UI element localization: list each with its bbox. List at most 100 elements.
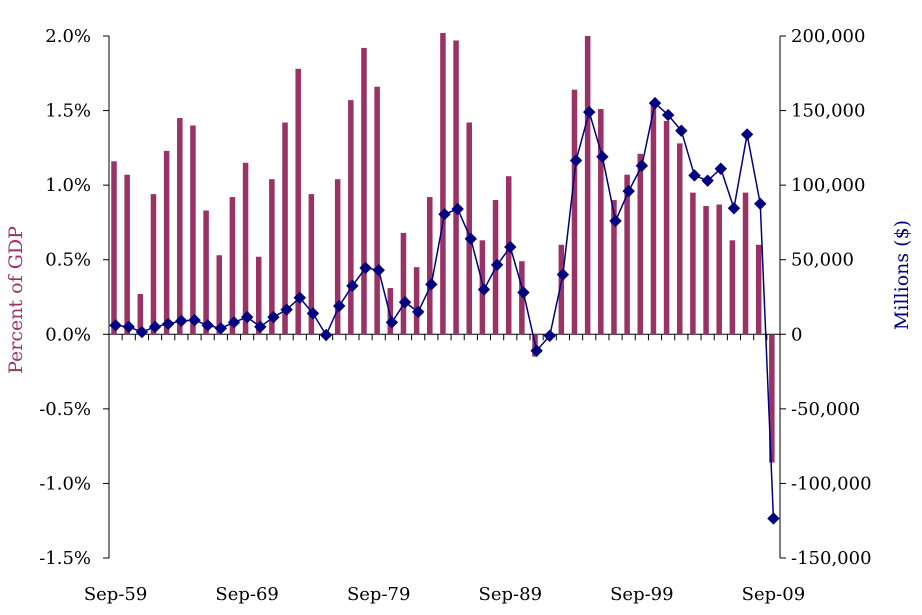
bar: [505, 176, 512, 335]
line-point: [280, 303, 293, 316]
line-point: [188, 313, 201, 327]
right-axis-title: Millions ($): [891, 220, 913, 330]
bar: [177, 118, 183, 335]
line-point: [661, 108, 675, 122]
bar: [598, 109, 604, 335]
bar: [348, 100, 354, 335]
line-point: [543, 329, 556, 342]
line-point: [346, 279, 359, 293]
line-point: [438, 208, 451, 221]
left-axis-tick-label: -1.0%: [39, 473, 91, 494]
bar: [716, 204, 722, 335]
bar: [637, 153, 644, 335]
line-point: [754, 197, 767, 210]
line-point: [675, 124, 688, 137]
line-point: [135, 325, 149, 339]
line-point: [333, 299, 346, 313]
bar: [427, 197, 433, 335]
right-axis-tick-label: 50,000: [791, 250, 854, 271]
right-axis-tick-label: 100,000: [791, 175, 865, 196]
line-point: [490, 258, 504, 272]
line-point: [227, 316, 241, 329]
bar: [624, 174, 630, 335]
line-point: [767, 512, 780, 525]
right-axis-tick-label: 0: [791, 324, 802, 345]
line-point: [569, 154, 583, 167]
labels-layer: -1.5% -1.0% -0.5% 0.0% 0.5% 1.0% 1.5% 2.0% -150,…: [39, 26, 871, 605]
line-point: [701, 174, 714, 187]
left-axis-tick-label: 1.5%: [45, 101, 91, 122]
right-axis-tick-label: 150,000: [791, 101, 865, 122]
left-axis-tick-label: 0.5%: [45, 250, 91, 271]
bar: [124, 174, 130, 335]
line-layer: [109, 96, 780, 525]
line-point: [727, 202, 741, 215]
bar: [190, 125, 196, 335]
line-point: [267, 310, 280, 324]
x-axis-tick-label: Sep-99: [610, 584, 674, 605]
bar: [203, 210, 209, 335]
line-point: [504, 240, 517, 254]
line-point: [451, 202, 464, 216]
bar: [558, 244, 565, 335]
line-point: [464, 232, 478, 246]
line-point: [583, 105, 596, 119]
line-point: [622, 184, 635, 198]
bar: [519, 261, 525, 335]
right-axis-tick-label: 200,000: [791, 26, 865, 47]
bar: [163, 150, 170, 335]
bar: [400, 232, 407, 335]
line-point: [385, 316, 399, 329]
line-point: [517, 286, 530, 299]
line-point: [214, 322, 228, 335]
bar: [703, 206, 709, 335]
bar: [611, 200, 617, 335]
line-point: [122, 320, 135, 334]
bar: [111, 161, 117, 335]
left-axis-title: Percent of GDP: [5, 226, 27, 374]
line-point: [372, 263, 385, 277]
bar: [650, 103, 657, 335]
line-point: [319, 328, 333, 342]
x-axis-tick-label: Sep-89: [479, 584, 543, 605]
bar: [676, 143, 683, 335]
line-point: [293, 291, 306, 304]
line-point: [556, 268, 570, 281]
line-point: [201, 319, 214, 332]
bars-layer: [111, 33, 775, 463]
line-point: [254, 320, 267, 334]
line-point: [240, 310, 254, 324]
bar: [387, 288, 394, 335]
line-point: [175, 314, 188, 328]
bar: [282, 122, 288, 335]
bar: [769, 334, 775, 463]
left-axis-tick-label: -0.5%: [39, 399, 91, 420]
line-point: [109, 319, 122, 332]
line-point: [411, 305, 425, 319]
line-point: [530, 344, 543, 357]
line-point: [688, 169, 701, 182]
bar: [466, 122, 472, 335]
right-axis-tick-label: -150,000: [791, 548, 872, 569]
bar: [584, 36, 591, 335]
line-point: [714, 162, 728, 175]
bar: [295, 68, 301, 335]
x-axis-tick-label: Sep-59: [84, 584, 148, 605]
x-axis-tick-label: Sep-79: [347, 584, 411, 605]
bar: [440, 33, 446, 335]
line-point: [398, 296, 412, 309]
bar: [453, 40, 459, 335]
bar: [755, 244, 762, 335]
bar: [571, 89, 578, 335]
line-point: [596, 150, 609, 164]
left-axis-tick-label: 2.0%: [45, 26, 91, 47]
bar: [269, 179, 275, 335]
left-axis-tick-label: -1.5%: [39, 548, 91, 569]
line-point: [425, 278, 438, 291]
line-point: [477, 283, 491, 296]
right-axis-tick-label: -100,000: [791, 473, 872, 494]
bar: [334, 179, 341, 335]
left-axis-tick-label: 1.0%: [45, 175, 91, 196]
line-point: [648, 96, 662, 110]
